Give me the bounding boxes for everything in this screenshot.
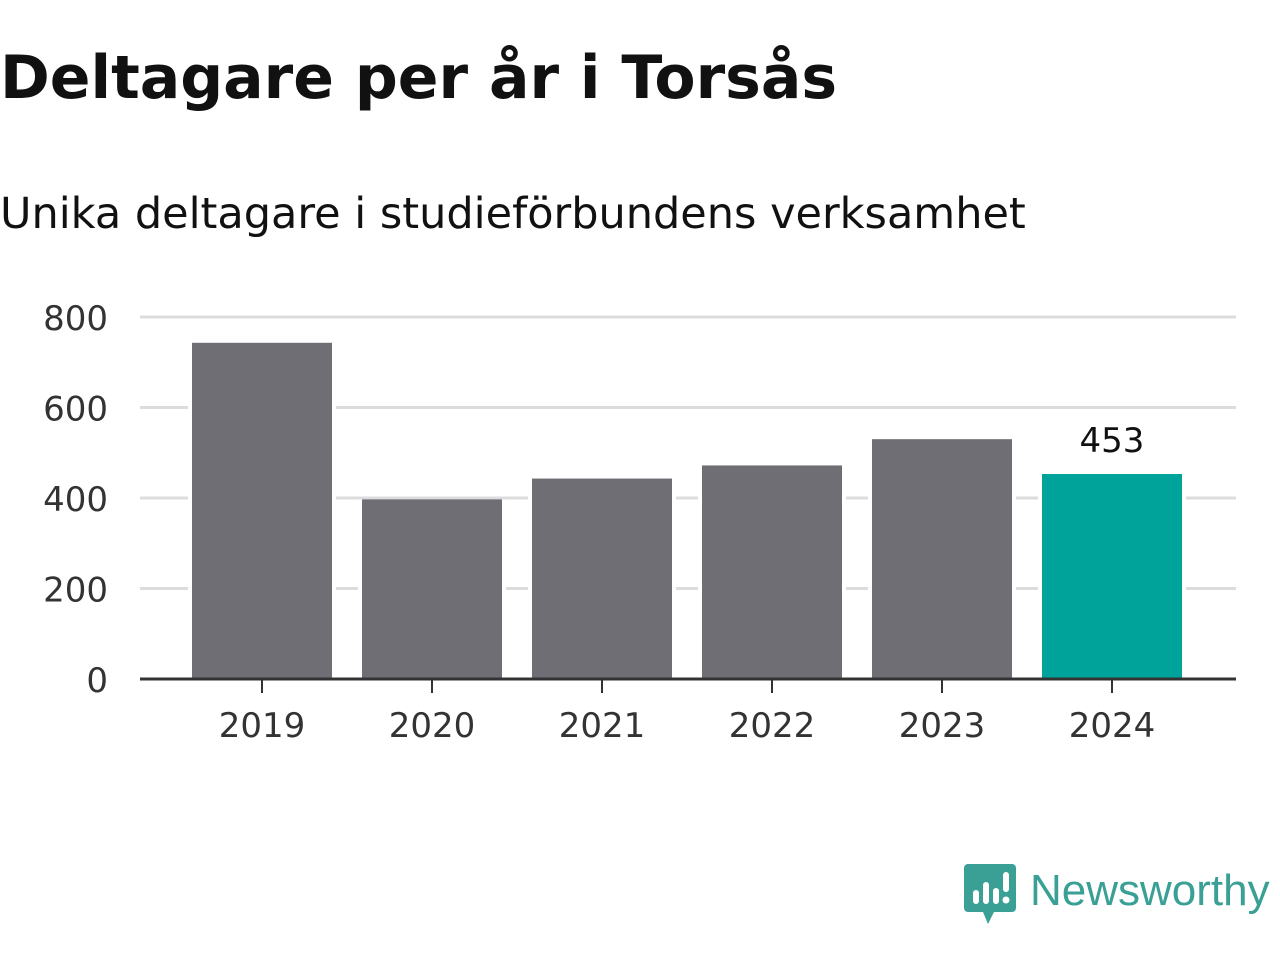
brand-name: Newsworthy: [1030, 866, 1270, 915]
x-tick-label-2019: 2019: [219, 706, 306, 746]
chart-title: Deltagare per år i Torsås: [0, 43, 838, 113]
y-tick-label-400: 400: [43, 480, 108, 520]
newsworthy-logo: Newsworthy: [964, 864, 1270, 928]
y-tick-label-200: 200: [43, 571, 108, 611]
x-tick-label-2023: 2023: [899, 706, 986, 746]
x-axis: [140, 677, 1236, 693]
data-labels: 453: [1080, 421, 1145, 461]
y-tick-label-600: 600: [43, 390, 108, 430]
x-tick-label-2021: 2021: [559, 706, 646, 746]
y-axis-tick-labels: 0 200 400 600 800: [43, 299, 108, 701]
x-tick-label-2022: 2022: [729, 706, 816, 746]
y-tick-label-0: 0: [86, 661, 108, 701]
y-tick-label-800: 800: [43, 299, 108, 339]
bar-2023: [872, 439, 1012, 679]
bar-2019: [192, 342, 332, 679]
chart-subtitle: Unika deltagare i studieförbundens verks…: [0, 189, 1026, 239]
bar-2022: [702, 465, 842, 679]
bar-2020: [362, 499, 502, 679]
bar-2024: [1042, 474, 1182, 679]
bar-chart-speech-bubble-icon: [964, 864, 1016, 924]
data-label-2024: 453: [1080, 421, 1145, 461]
x-axis-tick-labels: 2019 2020 2021 2022 2023 2024: [219, 706, 1156, 746]
x-tick-label-2024: 2024: [1069, 706, 1156, 746]
bars: [188, 342, 1186, 679]
bar-2021: [532, 478, 672, 679]
x-tick-label-2020: 2020: [389, 706, 476, 746]
